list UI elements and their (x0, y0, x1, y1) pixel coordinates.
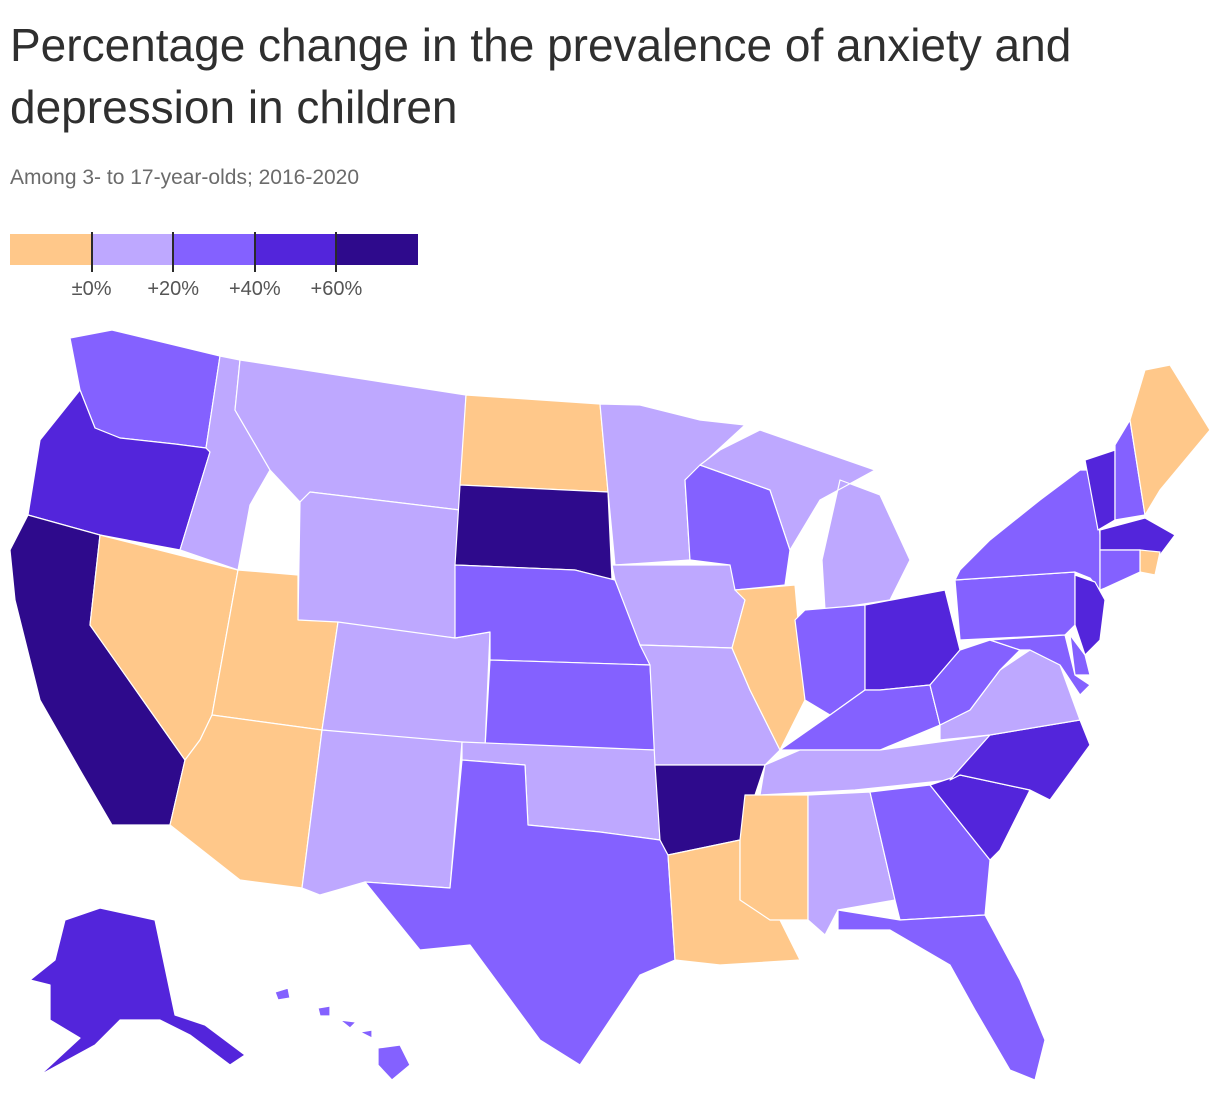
legend-swatch-3 (173, 234, 255, 265)
legend-tick-mark (253, 232, 256, 272)
legend-tick-label: ±0% (71, 278, 112, 300)
legend-tick-label: +60% (310, 278, 363, 300)
state-ny[interactable] (954, 469, 1101, 591)
legend-tick-mark (172, 232, 175, 272)
color-legend: ±0% +20% +40% +60% (10, 232, 420, 302)
legend-tick-mark (335, 232, 338, 272)
state-ri[interactable] (1139, 549, 1161, 576)
state-ak[interactable] (29, 907, 246, 1076)
legend-tick-label: +20% (147, 278, 200, 300)
state-pa[interactable] (954, 571, 1076, 641)
state-co[interactable] (321, 621, 491, 749)
legend-bar (10, 234, 418, 265)
chart-title: Percentage change in the prevalence of a… (10, 19, 1072, 133)
state-il[interactable] (731, 584, 806, 751)
state-md[interactable] (989, 634, 1091, 696)
legend-tick-mark (90, 232, 93, 272)
state-tx[interactable] (364, 759, 676, 1066)
state-ms[interactable] (739, 794, 809, 921)
state-ct[interactable] (1099, 549, 1141, 591)
legend-swatch-4 (254, 234, 337, 265)
state-hi[interactable] (274, 987, 411, 1081)
legend-swatch-2 (91, 234, 174, 265)
state-de[interactable] (1069, 634, 1091, 676)
state-nd[interactable] (459, 394, 609, 493)
us-choropleth-map (0, 320, 1220, 1094)
state-ks[interactable] (484, 659, 656, 751)
state-fl[interactable] (837, 909, 1046, 1081)
map-svg (9, 329, 1211, 1081)
chart-subtitle: Among 3- to 17-year-olds; 2016-2020 (10, 166, 360, 189)
state-mt[interactable] (234, 359, 467, 511)
legend-tick-label: +40% (228, 278, 281, 300)
legend-swatch-1 (10, 234, 92, 265)
state-nj[interactable] (1074, 574, 1106, 656)
state-wy[interactable] (297, 491, 461, 639)
legend-swatch-5 (336, 234, 418, 265)
state-wv[interactable] (929, 639, 1021, 726)
state-me[interactable] (1129, 364, 1211, 516)
state-nm[interactable] (301, 729, 463, 896)
